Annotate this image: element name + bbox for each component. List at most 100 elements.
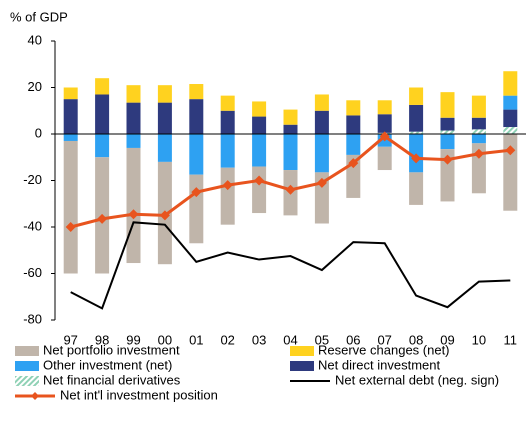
bar-segment	[377, 114, 392, 133]
bar-segment	[220, 110, 235, 134]
x-tick-label: 03	[252, 332, 266, 347]
bar-segment	[346, 134, 361, 155]
bar-segment	[440, 117, 455, 131]
x-tick-label: 02	[220, 332, 234, 347]
bar-segment	[220, 167, 235, 225]
line-marker	[285, 184, 296, 195]
x-tick-label: 10	[472, 332, 486, 347]
legend-label: Net financial derivatives	[43, 372, 181, 387]
bar-segment	[95, 94, 110, 134]
legend-label: Net direct investment	[318, 357, 440, 372]
legend-swatch	[15, 361, 39, 371]
bar-segment	[314, 172, 329, 224]
bar-segment	[409, 172, 424, 205]
bar-segment	[95, 134, 110, 158]
bar-segment	[314, 94, 329, 111]
bar-segment	[409, 134, 424, 173]
bar-segment	[471, 117, 486, 130]
line-marker	[222, 180, 233, 191]
legend-label: Other investment (net)	[43, 357, 172, 372]
bar-segment	[471, 134, 486, 144]
bar-segment	[189, 134, 204, 175]
legend-swatch	[15, 346, 39, 356]
bar-segment	[377, 100, 392, 115]
bar-segment	[126, 102, 141, 134]
bar-segment	[252, 116, 267, 134]
y-tick-label: 0	[35, 125, 42, 140]
bar-segment	[440, 130, 455, 134]
bar-segment	[63, 134, 78, 141]
line-series	[70, 221, 511, 310]
legend-swatch	[15, 376, 39, 386]
bar-segment	[157, 85, 172, 103]
bar-segment	[157, 134, 172, 162]
line-marker	[316, 177, 327, 188]
legend-label: Net external debt (neg. sign)	[335, 372, 499, 387]
bar-segment	[503, 134, 518, 211]
line-marker	[379, 131, 390, 142]
bar-segment	[126, 85, 141, 103]
x-tick-label: 08	[409, 332, 423, 347]
x-tick-label: 00	[158, 332, 172, 347]
line-marker	[65, 222, 76, 232]
legend-label: Net int'l investment position	[60, 387, 218, 402]
bar-segment	[409, 87, 424, 105]
bar-segment	[409, 104, 424, 132]
bar-segment	[252, 166, 267, 214]
bar-segment	[503, 95, 518, 110]
line-marker	[191, 187, 202, 198]
x-tick-label: 06	[346, 332, 360, 347]
bar-segment	[126, 147, 141, 264]
y-tick-label: 20	[28, 79, 42, 94]
bar-segment	[283, 124, 298, 134]
bar-segment	[189, 174, 204, 244]
bar-segment	[95, 78, 110, 95]
legend-marker	[31, 392, 39, 400]
y-tick-label: -40	[23, 218, 42, 233]
bar-segment	[314, 110, 329, 134]
line-marker	[348, 158, 359, 169]
legend-swatch	[290, 346, 314, 356]
y-tick-label: -60	[23, 265, 42, 280]
bar-segment	[220, 134, 235, 168]
bar-segment	[440, 134, 455, 150]
y-tick-label: 40	[28, 32, 42, 47]
x-tick-label: 07	[377, 332, 391, 347]
x-tick-label: 04	[283, 332, 297, 347]
bar-segment	[252, 134, 267, 167]
x-tick-label: 98	[95, 332, 109, 347]
line-marker	[254, 175, 265, 186]
y-axis-title: % of GDP	[10, 9, 68, 24]
bar-segment	[314, 134, 329, 173]
line-marker	[128, 209, 139, 220]
bar-segment	[63, 140, 78, 274]
bar-segment	[157, 102, 172, 134]
line-marker	[473, 148, 484, 159]
x-tick-label: 11	[504, 332, 518, 347]
bar-segment	[471, 95, 486, 118]
x-tick-label: 01	[189, 332, 203, 347]
y-tick-label: -20	[23, 172, 42, 187]
bar-segment	[440, 149, 455, 202]
bar-segment	[503, 127, 518, 134]
bar-segment	[189, 84, 204, 100]
bar-segment	[346, 115, 361, 134]
bar-segment	[346, 100, 361, 116]
bar-segment	[126, 134, 141, 148]
bar-segment	[63, 87, 78, 100]
bar-segment	[471, 129, 486, 134]
line-marker	[159, 210, 170, 221]
x-tick-label: 97	[63, 332, 77, 347]
bar-segment	[189, 99, 204, 134]
x-tick-label: 09	[440, 332, 454, 347]
legend-label: Reserve changes (net)	[318, 342, 450, 357]
x-tick-label: 05	[315, 332, 329, 347]
bar-segment	[377, 146, 392, 171]
legend-label: Net portfolio investment	[43, 342, 180, 357]
bar-segment	[283, 109, 298, 125]
line-marker	[97, 213, 108, 224]
line-marker	[442, 154, 453, 165]
bar-segment	[409, 131, 424, 134]
